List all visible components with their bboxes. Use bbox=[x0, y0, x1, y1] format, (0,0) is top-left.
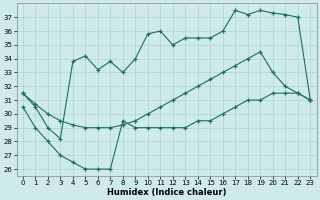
X-axis label: Humidex (Indice chaleur): Humidex (Indice chaleur) bbox=[107, 188, 226, 197]
